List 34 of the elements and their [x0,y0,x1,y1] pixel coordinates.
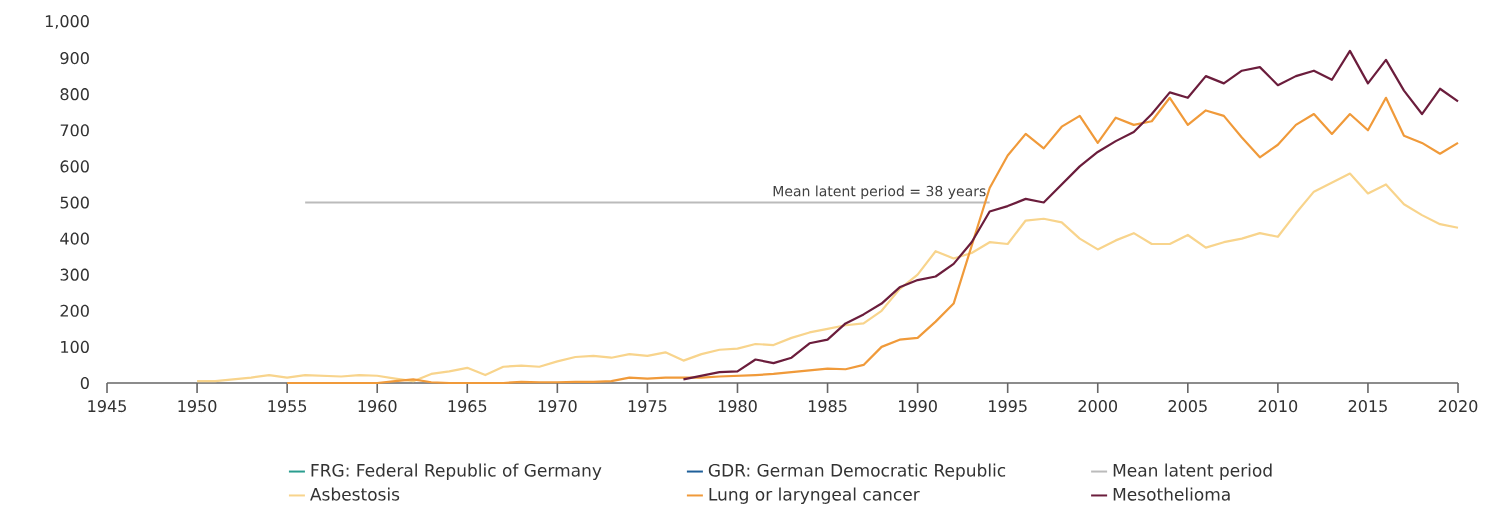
y-tick-label: 200 [60,304,89,317]
x-tick-label: 1945 [88,400,126,413]
y-tick-label: 400 [60,232,89,245]
legend-label: Mesothelioma [1113,487,1230,501]
x-tick-label: 1965 [448,400,487,413]
y-tick-label: 800 [60,88,89,101]
x-tick-label: 1995 [989,400,1027,413]
legend-label: Mean latent period [1113,463,1272,481]
x-tick-label: 1975 [628,400,667,413]
x-tick-label: 2000 [1078,400,1118,413]
y-tick-label: 900 [60,52,89,65]
legend-label: GDR: German Democratic Republic [708,463,1006,481]
x-tick-label: 2015 [1348,400,1387,413]
x-tick-label: 1990 [899,400,937,413]
y-tick-label: 100 [61,340,89,353]
x-tick-label: 1960 [358,400,397,413]
x-tick-label: 1980 [718,400,757,413]
y-tick-label: 1,000 [45,15,89,29]
legend-label: FRG: Federal Republic of Germany [311,463,602,481]
x-tick-label: 2005 [1168,400,1207,413]
x-tick-label: 1970 [538,400,577,413]
legend-label: Lung or laryngeal cancer [709,487,920,504]
annotation: Mean latent period = 38 years [773,185,986,200]
y-tick-label: 0 [80,376,89,390]
legend-label: Asbestosis [310,487,400,501]
y-tick-label: 700 [60,124,89,137]
y-tick-label: 500 [60,196,89,209]
x-tick-label: 2020 [1438,400,1478,413]
x-tick-label: 1985 [808,400,847,413]
x-tick-label: 2010 [1258,400,1298,413]
y-tick-label: 300 [60,268,89,281]
y-tick-label: 600 [60,160,89,173]
x-tick-label: 1950 [178,400,217,413]
x-tick-label: 1955 [268,400,307,413]
